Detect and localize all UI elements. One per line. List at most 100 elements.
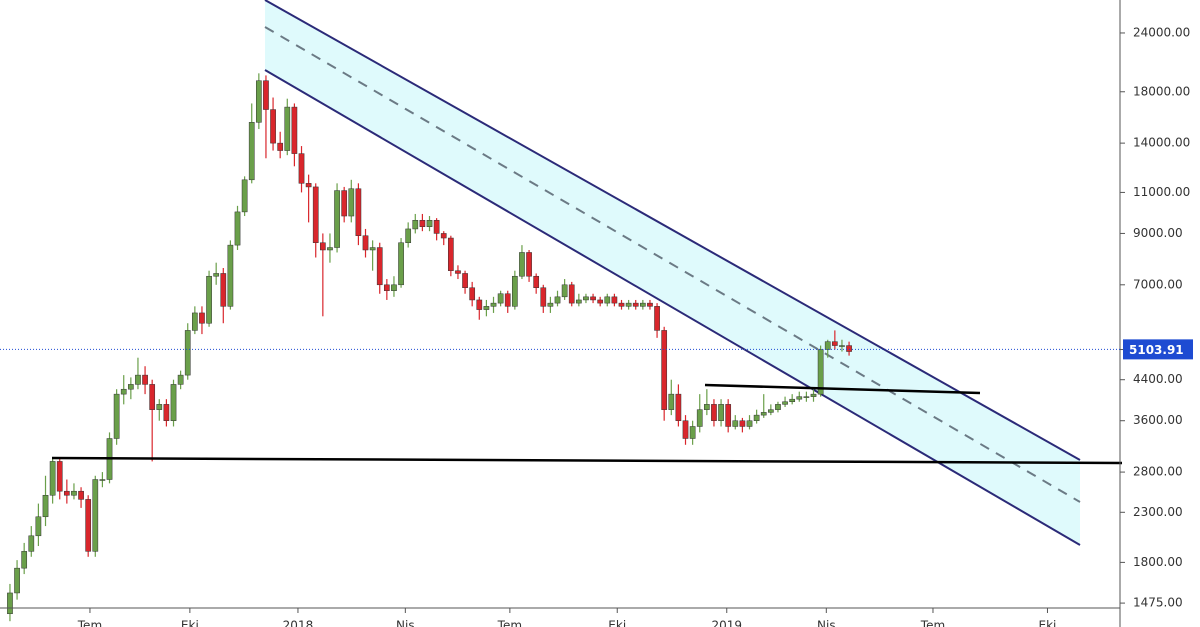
candles [7, 73, 852, 622]
candle-body [305, 183, 312, 188]
candle-body [227, 244, 234, 307]
candle-body [14, 567, 20, 594]
candle-body [675, 393, 682, 421]
candle-body [270, 109, 276, 144]
candle-body [255, 80, 262, 123]
candle-body [206, 275, 212, 324]
candle-body [355, 188, 362, 236]
candle-body [554, 296, 561, 304]
y-tick-label: 2300.00 [1133, 505, 1183, 519]
candle-body [839, 345, 845, 347]
candle-body [575, 299, 582, 304]
candle-body [163, 404, 170, 421]
candle-body [455, 270, 461, 274]
candle-body [625, 302, 632, 307]
candle-body [632, 302, 639, 307]
candle-body [647, 302, 653, 307]
channel-fill [265, 0, 1080, 545]
candle-body [92, 479, 99, 552]
candle-body [156, 404, 163, 410]
candle-body [540, 287, 547, 307]
candle-body [327, 247, 333, 251]
candle-body [661, 330, 668, 410]
candle-body [789, 398, 796, 403]
candle-body [604, 296, 611, 304]
y-tick-label: 2800.00 [1133, 465, 1183, 479]
channel-mid [264, 26, 1081, 503]
candle-body [440, 233, 447, 239]
candle-body [277, 142, 284, 151]
candle-body [127, 384, 134, 390]
y-tick-label: 24000.00 [1133, 25, 1190, 39]
candle-body [49, 461, 56, 496]
candle-body [85, 499, 92, 552]
candle-body [597, 299, 604, 304]
resistance-line [704, 383, 981, 395]
candle-body [241, 179, 248, 213]
candle-body [824, 341, 831, 350]
x-tick-label: Nis [817, 619, 836, 627]
candle-body [191, 312, 198, 331]
channel [264, 0, 1081, 546]
candle-body [341, 190, 348, 217]
candle-body [497, 293, 504, 304]
candle-body [362, 235, 369, 251]
candle-body [561, 284, 568, 298]
y-tick-label: 4400.00 [1133, 372, 1183, 386]
x-tick-label: Nis [396, 619, 415, 627]
candle-body [718, 404, 724, 421]
candle-body [725, 404, 732, 427]
y-tick-label: 11000.00 [1133, 185, 1190, 199]
candle-body [746, 420, 753, 427]
x-tick-label: Tem [497, 619, 522, 627]
candle-body [369, 247, 376, 251]
candle-body [753, 414, 760, 421]
candle-body [682, 420, 689, 439]
candle-body [775, 404, 781, 410]
candle-body [739, 420, 746, 427]
axes: 1475.00 1800.00 2300.00 2800.00 3600.00 4400.… [77, 25, 1190, 627]
x-tick-label: Tem [920, 619, 945, 627]
last-price-label: 5103.91 [1129, 343, 1184, 357]
candle-body [504, 293, 511, 307]
candle-body [447, 237, 454, 271]
candle-body [213, 273, 220, 277]
candle-body [760, 412, 767, 416]
candle-body [184, 330, 191, 376]
candle-body [199, 312, 205, 324]
candle-body [831, 341, 838, 346]
candle-body [846, 345, 852, 352]
channel-lower [264, 69, 1081, 546]
candle-body [56, 461, 63, 492]
candle-body [234, 211, 241, 246]
candle-body [810, 393, 817, 397]
candle-body [618, 302, 625, 307]
candle-body [149, 384, 156, 410]
support-line [51, 456, 1123, 465]
x-tick-label: 2018 [283, 619, 314, 627]
candle-body [533, 275, 540, 288]
candle-body [732, 420, 739, 427]
candle-body [120, 388, 127, 395]
candle-body [511, 275, 518, 307]
candle-body [376, 247, 383, 286]
candle-body [312, 186, 319, 243]
candle-body [391, 284, 397, 291]
candle-body [142, 374, 148, 385]
candle-body [398, 242, 404, 286]
candle-body [611, 296, 618, 304]
candle-body [462, 273, 468, 288]
candle-body [42, 494, 49, 518]
candle-body [639, 302, 646, 307]
y-tick-label: 7000.00 [1133, 277, 1183, 291]
candle-body [568, 284, 575, 304]
last-price-box [1123, 339, 1193, 360]
x-tick-label: Tem [77, 619, 102, 627]
candle-body [284, 106, 291, 151]
candle-body [696, 409, 703, 427]
candle-body [63, 490, 70, 496]
y-tick-label: 1475.00 [1133, 596, 1183, 610]
candle-body [654, 306, 660, 331]
candle-body [291, 106, 298, 154]
candle-body [547, 302, 554, 307]
